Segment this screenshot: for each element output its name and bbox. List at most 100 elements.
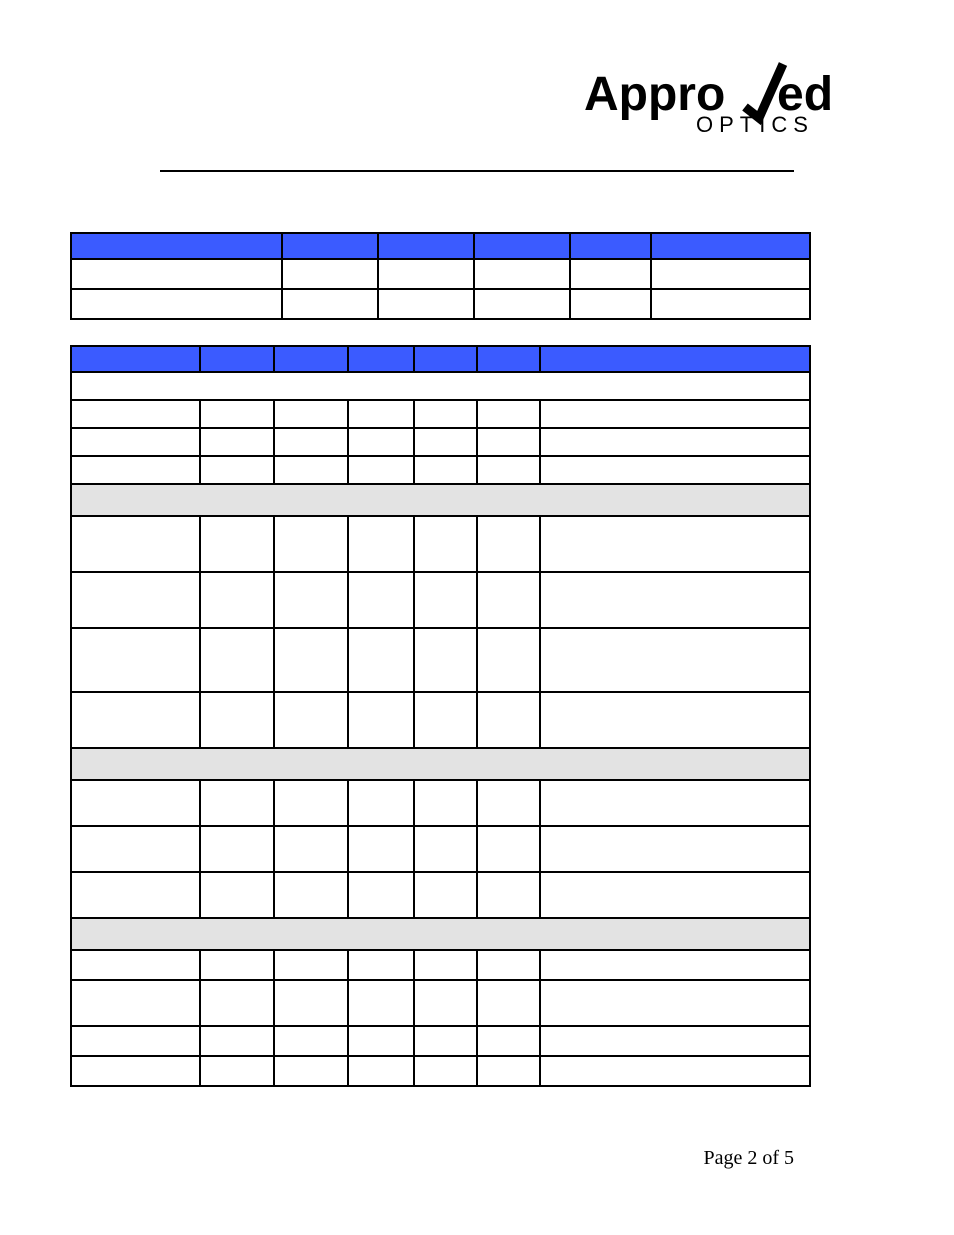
- table2-cell: [274, 950, 348, 980]
- table1-cell: [651, 289, 810, 319]
- table2-cell: [477, 1026, 540, 1056]
- table2-cell: [71, 1056, 200, 1086]
- table2-cell: [71, 400, 200, 428]
- table2-cell: [414, 780, 477, 826]
- table2-cell: [414, 692, 477, 748]
- table2-cell: [540, 826, 810, 872]
- table2-cell: [540, 780, 810, 826]
- table2-cell: [540, 1026, 810, 1056]
- table1-cell: [378, 259, 474, 289]
- table2-cell: [540, 400, 810, 428]
- table2-cell: [414, 1026, 477, 1056]
- table2-section2-label: [71, 748, 810, 780]
- spec-table-1: [70, 232, 811, 320]
- page-footer: Page 2 of 5: [703, 1147, 794, 1170]
- table2-cell: [71, 692, 200, 748]
- table2-cell: [477, 692, 540, 748]
- table2-cell: [348, 872, 414, 918]
- table2-cell: [477, 400, 540, 428]
- table2-cell: [540, 572, 810, 628]
- divider-line: [160, 170, 795, 172]
- table2-header-row: [71, 346, 810, 372]
- table2-col-4: [414, 346, 477, 372]
- table2-cell: [477, 826, 540, 872]
- table2-col-6: [540, 346, 810, 372]
- table2-cell: [540, 872, 810, 918]
- table2-cell: [477, 950, 540, 980]
- table1-col-1: [282, 233, 378, 259]
- table2-cell: [71, 628, 200, 692]
- table2-cell: [414, 950, 477, 980]
- table2-cell: [540, 1056, 810, 1086]
- table2-cell: [348, 826, 414, 872]
- table1-cell: [378, 289, 474, 319]
- table2-section1-header: [71, 484, 810, 516]
- table1-col-4: [570, 233, 651, 259]
- table2-cell: [274, 1056, 348, 1086]
- table2-cell: [200, 872, 274, 918]
- table2-cell: [414, 516, 477, 572]
- table2-cell: [274, 428, 348, 456]
- table1-col-2: [378, 233, 474, 259]
- table1-col-5: [651, 233, 810, 259]
- table1-cell: [282, 259, 378, 289]
- table2-cell: [200, 456, 274, 484]
- logo-text-line2: OPTICS: [696, 112, 814, 137]
- table2-cell: [348, 428, 414, 456]
- table2-cell: [414, 826, 477, 872]
- table2-section2-header: [71, 748, 810, 780]
- table2-cell: [477, 572, 540, 628]
- table2-cell: [414, 428, 477, 456]
- table2-cell: [540, 692, 810, 748]
- table1-col-0: [71, 233, 282, 259]
- table2-row: [71, 572, 810, 628]
- table2-row: [71, 826, 810, 872]
- table2-cell: [540, 628, 810, 692]
- table2-cell: [348, 1026, 414, 1056]
- table2-cell: [477, 628, 540, 692]
- table2-cell: [200, 692, 274, 748]
- table1-cell: [474, 259, 570, 289]
- table2-cell: [71, 950, 200, 980]
- table2-cell: [200, 826, 274, 872]
- table2-cell: [414, 456, 477, 484]
- table1-cell: [71, 259, 282, 289]
- table2-cell: [477, 456, 540, 484]
- table1-cell: [651, 259, 810, 289]
- table2-row: [71, 980, 810, 1026]
- table2-row: [71, 950, 810, 980]
- table2-cell: [274, 826, 348, 872]
- table1-cell: [570, 289, 651, 319]
- table2-row: [71, 456, 810, 484]
- table2-section0-label: [71, 372, 810, 400]
- table2-cell: [71, 826, 200, 872]
- table2-cell: [274, 692, 348, 748]
- table2-col-2: [274, 346, 348, 372]
- table2-section1-label: [71, 484, 810, 516]
- table2-cell: [71, 980, 200, 1026]
- table2-cell: [477, 872, 540, 918]
- page-container: Appro ed OPTICS: [0, 0, 954, 1235]
- table2-cell: [71, 572, 200, 628]
- table1-cell: [474, 289, 570, 319]
- table2-cell: [348, 780, 414, 826]
- table2-cell: [274, 572, 348, 628]
- table2-cell: [540, 516, 810, 572]
- table2-cell: [200, 428, 274, 456]
- table2-cell: [200, 950, 274, 980]
- table2-cell: [414, 1056, 477, 1086]
- table2-cell: [200, 628, 274, 692]
- table2-cell: [71, 780, 200, 826]
- table2-cell: [414, 980, 477, 1026]
- table2-cell: [348, 456, 414, 484]
- table2-row: [71, 516, 810, 572]
- table2-section0-prelabel: [71, 372, 810, 400]
- table2-cell: [348, 1056, 414, 1086]
- table2-cell: [348, 572, 414, 628]
- table2-cell: [71, 516, 200, 572]
- table2-cell: [348, 980, 414, 1026]
- table1-cell: [570, 259, 651, 289]
- table1-cell: [282, 289, 378, 319]
- table2-cell: [71, 456, 200, 484]
- table2-cell: [71, 428, 200, 456]
